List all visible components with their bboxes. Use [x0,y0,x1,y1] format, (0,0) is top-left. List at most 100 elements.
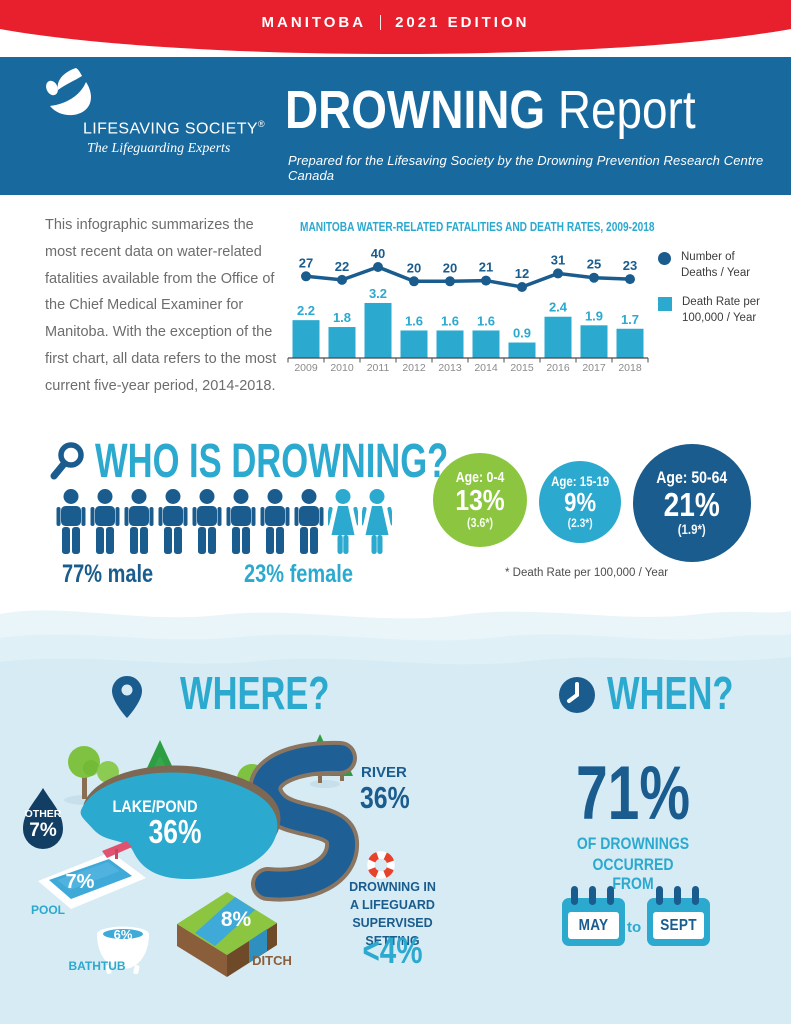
svg-text:2018: 2018 [618,362,642,374]
ditch-icon [177,892,277,977]
other-value: 7% [29,820,57,841]
svg-text:2009: 2009 [294,362,318,374]
female-stat-label: 23% female [244,560,353,588]
where-scene [23,734,395,977]
clock-icon [559,677,595,713]
banner-text: MANITOBA 2021 EDITION [0,14,791,31]
svg-text:2.4: 2.4 [549,300,568,315]
calendar-ring [589,886,596,905]
legend-item-rate: Death Rate per 100,000 / Year [658,295,778,326]
person-female-icon [362,489,392,554]
to-connector: to [627,919,642,936]
person-male-icon [124,489,154,554]
svg-text:2010: 2010 [330,362,354,374]
svg-text:1.6: 1.6 [477,313,495,328]
chart-title: MANITOBA WATER-RELATED FATALITIES AND DE… [300,219,655,234]
when-desc-line1: OF DROWNINGS [576,835,690,853]
calendar-ring [692,886,699,905]
region-label: MANITOBA [261,14,367,31]
calendar-ring [674,886,681,905]
calendar-ring [571,886,578,905]
age-circle-50-64: Age: 50-64 21% (1.9*) [633,444,751,562]
lifebuoy-icon [367,851,395,879]
ditch-label: DITCH [252,953,292,968]
age-label: Age: 0-4 [455,469,505,486]
bathtub-value: 6% [113,927,133,942]
bathtub-icon [97,926,149,975]
logo-name-text: LIFESAVING SOCIETY [83,120,258,138]
svg-text:1.6: 1.6 [441,313,459,328]
when-desc-line2: OCCURRED FROM [592,856,674,893]
legend-rate-label: Death Rate per 100,000 / Year [682,296,760,324]
legend-deaths-label: Number of Deaths / Year [681,251,751,279]
person-male-icon [226,489,256,554]
svg-text:0.9: 0.9 [513,326,531,341]
pool-value: 7% [65,871,95,893]
age-rate: (2.3*) [567,516,593,531]
chart-legend: Number of Deaths / Year Death Rate per 1… [658,250,778,340]
age-label: Age: 50-64 [656,468,728,487]
calendar-ring [607,886,614,905]
person-male-icon [90,489,120,554]
river-value: 36% [360,780,410,815]
calendar-month-label: SEPT [660,916,697,934]
age-rate: (3.6*) [466,516,493,531]
svg-text:21: 21 [479,260,493,275]
calendar-may: MAY [562,886,625,950]
legend-bar-square-icon [658,297,672,312]
svg-text:2017: 2017 [582,362,606,374]
people-row [56,489,392,563]
svg-text:20: 20 [443,260,457,275]
lifeguard-note-line2: A LIFEGUARD [350,898,435,913]
legend-item-deaths: Number of Deaths / Year [658,250,778,281]
report-title-bold: DROWNING [285,80,546,140]
svg-text:3.2: 3.2 [369,286,387,301]
lifeguard-note-line1: DROWNING IN [349,880,436,894]
logo-tagline: The Lifeguarding Experts [87,141,231,156]
who-heading: WHO IS DROWNING? [95,435,449,488]
report-title: DROWNING Report [285,79,696,141]
svg-text:20: 20 [407,260,421,275]
pool-label: POOL [30,903,65,917]
lake-label: LAKE/POND [112,797,198,816]
svg-text:23: 23 [623,258,637,273]
logo-name: LIFESAVING SOCIETY® [83,119,265,138]
person-male-icon [294,489,324,554]
report-header: LIFESAVING SOCIETY® The Lifeguarding Exp… [0,57,791,195]
svg-text:31: 31 [551,252,565,267]
age-label: Age: 15-19 [550,473,610,489]
calendar-ring [656,886,663,905]
svg-text:2012: 2012 [402,362,426,374]
waves-divider [0,588,791,678]
svg-text:2011: 2011 [367,362,390,374]
age-rate: (1.9*) [677,522,707,538]
map-pin-icon [112,676,142,718]
age-footnote: * Death Rate per 100,000 / Year [505,567,669,579]
lake-value: 36% [148,813,202,850]
where-heading: WHERE? [180,667,330,719]
lifesaving-society-logo-icon [46,68,91,116]
person-male-icon [260,489,290,554]
fatalities-chart-svg: 2.220091.820103.220111.620121.620131.620… [287,246,649,374]
search-icon [50,442,84,480]
svg-text:22: 22 [335,259,349,274]
river-shape [248,740,359,902]
age-pct: 13% [455,484,505,517]
intro-text: This infographic summarizes the most rec… [45,217,277,394]
calendar-face: MAY [568,912,619,939]
svg-text:27: 27 [299,255,313,270]
registered-mark: ® [257,119,265,129]
male-stat-label: 77% male [62,560,154,588]
ditch-value: 8% [220,908,252,931]
svg-text:1.7: 1.7 [621,312,639,327]
report-subtitle: Prepared for the Lifesaving Society by t… [288,153,764,183]
bathtub-label: BATHTUB [68,959,126,973]
person-female-icon [328,489,358,554]
person-male-icon [192,489,222,554]
lifeguard-note-line3: SUPERVISED SETTING [352,916,433,949]
svg-text:2016: 2016 [546,362,570,374]
person-male-icon [158,489,188,554]
svg-text:2.2: 2.2 [297,303,315,318]
lifeguard-value: <4% [362,930,423,971]
